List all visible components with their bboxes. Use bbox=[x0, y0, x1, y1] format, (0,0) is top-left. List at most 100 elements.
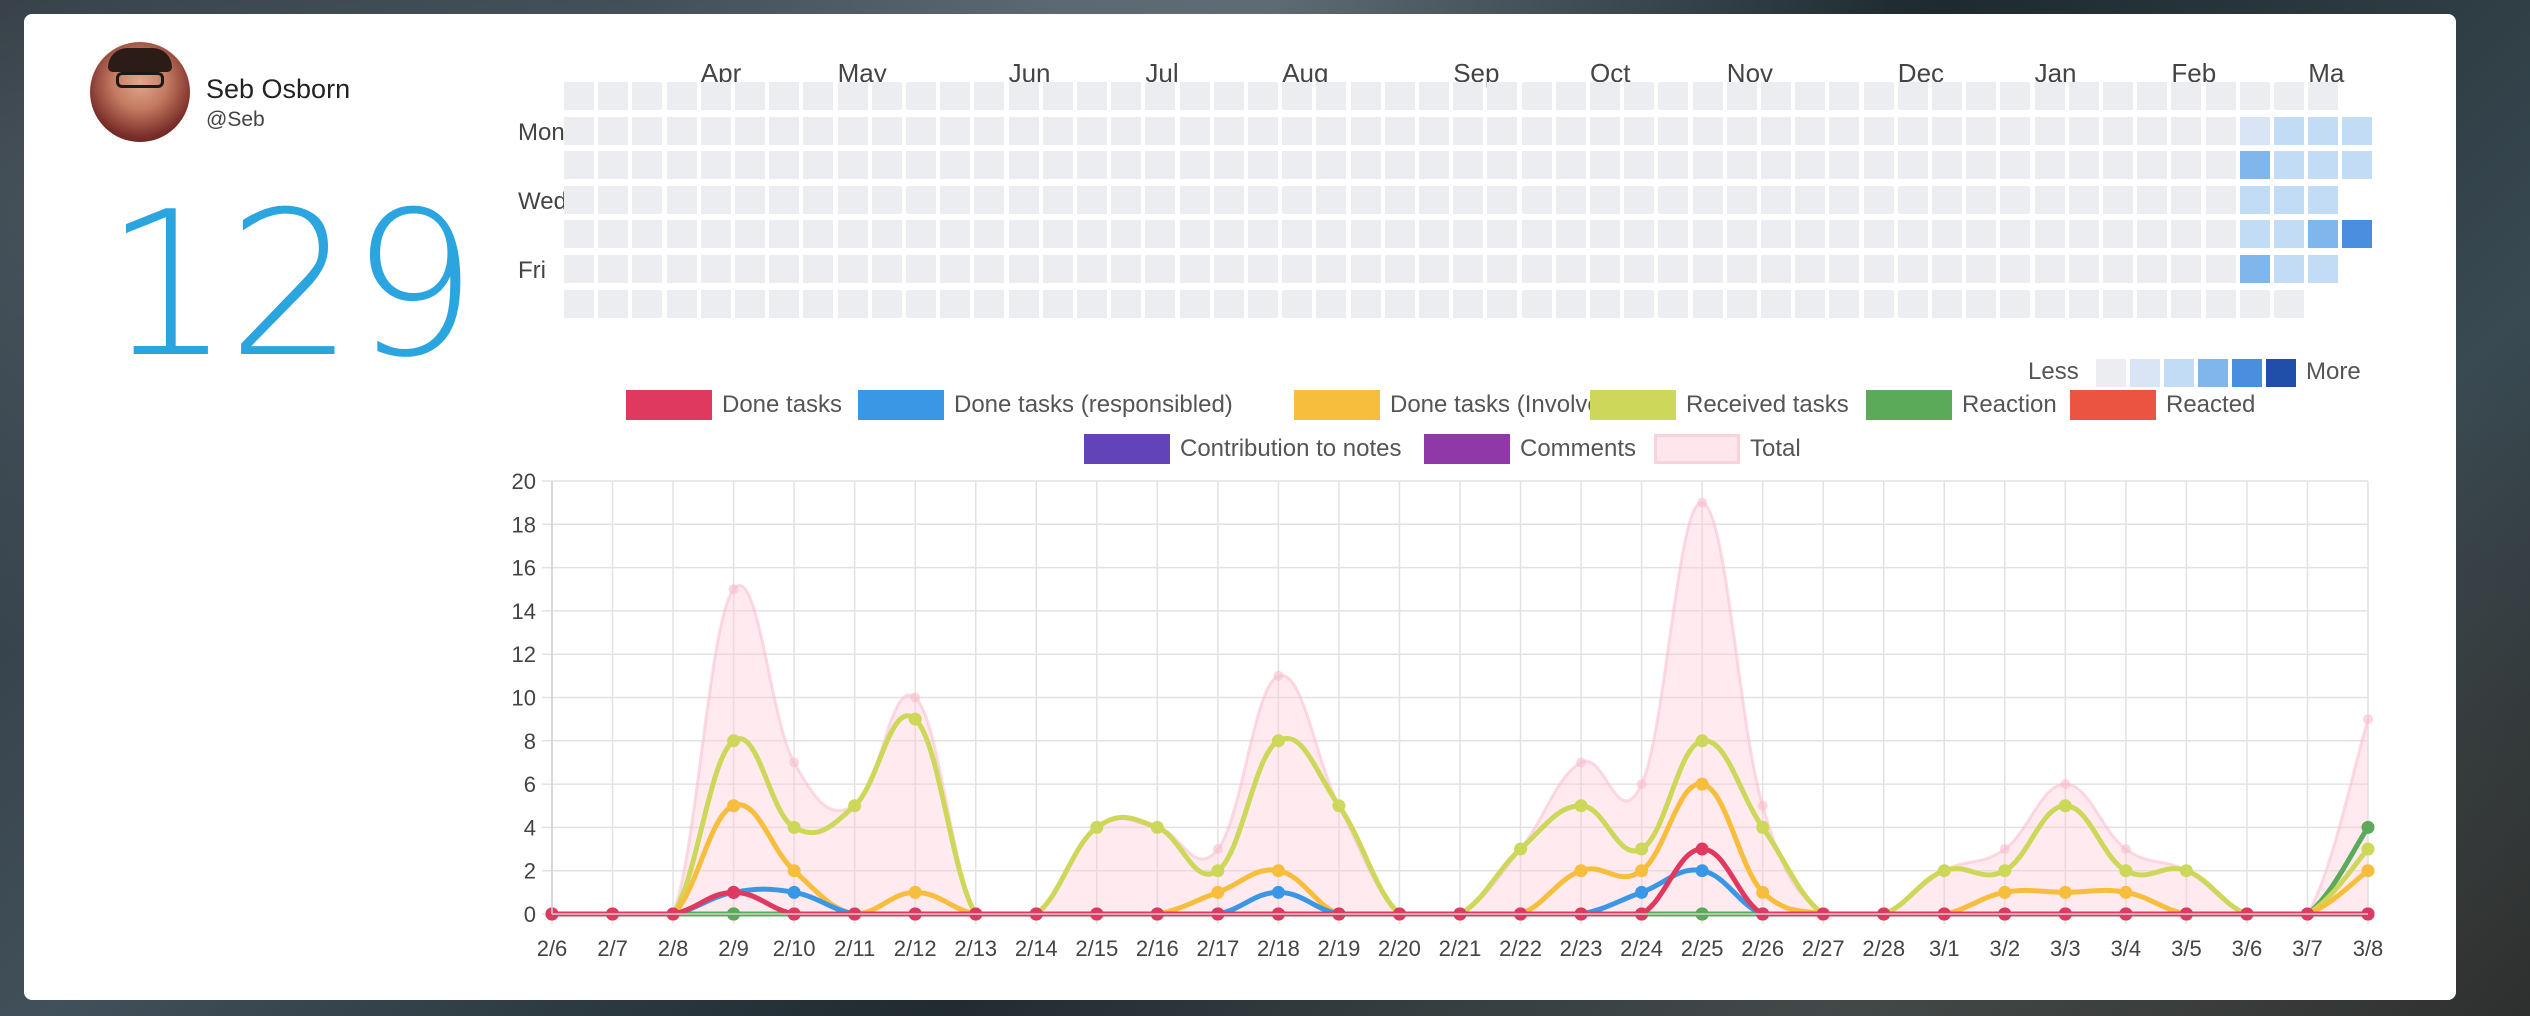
heatmap-cell[interactable] bbox=[2137, 151, 2168, 180]
heatmap-cell[interactable] bbox=[1282, 289, 1313, 318]
heatmap-cell[interactable] bbox=[1692, 151, 1723, 180]
heatmap-cell[interactable] bbox=[2205, 116, 2236, 145]
heatmap-cell[interactable] bbox=[2137, 116, 2168, 145]
heatmap-cell[interactable] bbox=[1350, 151, 1381, 180]
heatmap-cell[interactable] bbox=[1863, 255, 1894, 283]
heatmap-cell[interactable] bbox=[1590, 289, 1620, 318]
heatmap-cell[interactable] bbox=[1726, 185, 1757, 214]
heatmap-cell[interactable] bbox=[1042, 116, 1073, 145]
heatmap-cell[interactable] bbox=[871, 151, 902, 180]
heatmap-cell[interactable] bbox=[1897, 151, 1928, 180]
heatmap-cell[interactable] bbox=[1863, 151, 1894, 180]
legend-item[interactable]: Total bbox=[1654, 434, 1801, 464]
heatmap-cell[interactable] bbox=[666, 185, 697, 214]
heatmap-cell[interactable] bbox=[906, 185, 936, 214]
heatmap-cell[interactable] bbox=[1521, 185, 1552, 214]
heatmap-cell[interactable] bbox=[2000, 289, 2031, 318]
heatmap-cell[interactable] bbox=[2034, 220, 2065, 249]
heatmap-cell[interactable] bbox=[837, 185, 868, 214]
heatmap-cell[interactable] bbox=[1453, 82, 1484, 110]
heatmap-cell[interactable] bbox=[2034, 185, 2065, 214]
heatmap-cell[interactable] bbox=[1042, 185, 1073, 214]
heatmap-cell[interactable] bbox=[598, 255, 629, 283]
heatmap-cell[interactable] bbox=[1042, 289, 1073, 318]
heatmap-cell[interactable] bbox=[1897, 289, 1928, 318]
heatmap-cell[interactable] bbox=[1316, 220, 1347, 249]
heatmap-cell[interactable] bbox=[940, 220, 971, 249]
heatmap-cell[interactable] bbox=[1590, 151, 1620, 180]
avatar[interactable] bbox=[90, 42, 190, 142]
heatmap-cell[interactable] bbox=[1453, 255, 1484, 283]
heatmap-cell[interactable] bbox=[2308, 255, 2339, 283]
heatmap-cell[interactable] bbox=[1145, 255, 1176, 283]
heatmap-cell[interactable] bbox=[632, 151, 663, 180]
heatmap-cell[interactable] bbox=[1555, 116, 1586, 145]
heatmap-cell[interactable] bbox=[1692, 255, 1723, 283]
heatmap-cell[interactable] bbox=[1453, 289, 1484, 318]
heatmap-cell[interactable] bbox=[2171, 116, 2202, 145]
heatmap-cell[interactable] bbox=[1282, 82, 1313, 110]
heatmap-cell[interactable] bbox=[1145, 116, 1176, 145]
heatmap-cell[interactable] bbox=[1932, 116, 1962, 145]
heatmap-cell[interactable] bbox=[871, 116, 902, 145]
heatmap-cell[interactable] bbox=[2239, 82, 2270, 110]
heatmap-cell[interactable] bbox=[1419, 220, 1449, 249]
heatmap-cell[interactable] bbox=[666, 255, 697, 283]
heatmap-cell[interactable] bbox=[1624, 151, 1655, 180]
heatmap-cell[interactable] bbox=[974, 185, 1005, 214]
heatmap-cell[interactable] bbox=[769, 220, 800, 249]
heatmap-cell[interactable] bbox=[1384, 255, 1415, 283]
heatmap-cell[interactable] bbox=[2171, 185, 2202, 214]
heatmap-cell[interactable] bbox=[1316, 185, 1347, 214]
heatmap-cell[interactable] bbox=[666, 220, 697, 249]
heatmap-cell[interactable] bbox=[974, 151, 1005, 180]
heatmap-cell[interactable] bbox=[666, 151, 697, 180]
heatmap-cell[interactable] bbox=[1692, 82, 1723, 110]
heatmap-cell[interactable] bbox=[1658, 289, 1689, 318]
heatmap-cell[interactable] bbox=[564, 255, 594, 283]
heatmap-cell[interactable] bbox=[1761, 220, 1791, 249]
heatmap-cell[interactable] bbox=[735, 220, 765, 249]
heatmap-cell[interactable] bbox=[1829, 255, 1860, 283]
heatmap-cell[interactable] bbox=[1590, 255, 1620, 283]
heatmap-cell[interactable] bbox=[1555, 151, 1586, 180]
heatmap-cell[interactable] bbox=[1248, 289, 1278, 318]
heatmap-cell[interactable] bbox=[2103, 185, 2133, 214]
heatmap-cell[interactable] bbox=[1008, 82, 1039, 110]
heatmap-cell[interactable] bbox=[1213, 116, 1244, 145]
heatmap-cell[interactable] bbox=[1145, 151, 1176, 180]
heatmap-cell[interactable] bbox=[1966, 289, 1997, 318]
heatmap-cell[interactable] bbox=[803, 255, 834, 283]
heatmap-cell[interactable] bbox=[1658, 220, 1689, 249]
heatmap-cell[interactable] bbox=[632, 255, 663, 283]
heatmap-cell[interactable] bbox=[1795, 151, 1826, 180]
heatmap-cell[interactable] bbox=[2342, 151, 2373, 180]
heatmap-cell[interactable] bbox=[1213, 82, 1244, 110]
heatmap-cell[interactable] bbox=[1521, 255, 1552, 283]
heatmap-cell[interactable] bbox=[803, 220, 834, 249]
heatmap-cell[interactable] bbox=[1008, 220, 1039, 249]
heatmap-cell[interactable] bbox=[974, 82, 1005, 110]
heatmap-cell[interactable] bbox=[2308, 116, 2339, 145]
heatmap-cell[interactable] bbox=[1316, 289, 1347, 318]
heatmap-cell[interactable] bbox=[1248, 82, 1278, 110]
heatmap-cell[interactable] bbox=[1077, 82, 1107, 110]
heatmap-cell[interactable] bbox=[2274, 116, 2304, 145]
heatmap-cell[interactable] bbox=[1282, 185, 1313, 214]
heatmap-cell[interactable] bbox=[1829, 116, 1860, 145]
heatmap-cell[interactable] bbox=[1966, 82, 1997, 110]
heatmap-cell[interactable] bbox=[1042, 82, 1073, 110]
heatmap-cell[interactable] bbox=[1179, 185, 1210, 214]
heatmap-cell[interactable] bbox=[906, 255, 936, 283]
heatmap-cell[interactable] bbox=[2000, 185, 2031, 214]
heatmap-cell[interactable] bbox=[769, 151, 800, 180]
heatmap-cell[interactable] bbox=[2274, 289, 2304, 318]
heatmap-cell[interactable] bbox=[1213, 220, 1244, 249]
heatmap-cell[interactable] bbox=[1077, 289, 1107, 318]
heatmap-cell[interactable] bbox=[1966, 116, 1997, 145]
heatmap-cell[interactable] bbox=[1624, 116, 1655, 145]
heatmap-cell[interactable] bbox=[564, 151, 594, 180]
heatmap-cell[interactable] bbox=[1966, 255, 1997, 283]
heatmap-cell[interactable] bbox=[974, 116, 1005, 145]
heatmap-cell[interactable] bbox=[2137, 220, 2168, 249]
